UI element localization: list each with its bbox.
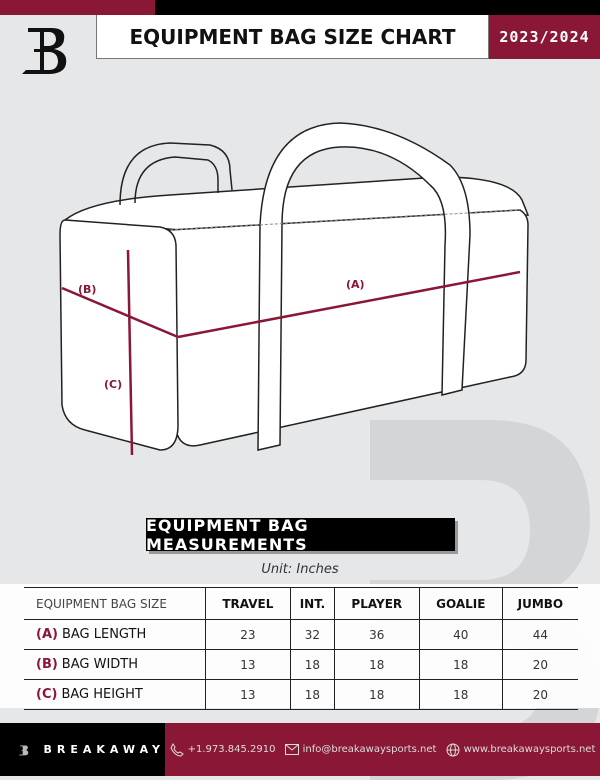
table-cell: 40 <box>418 619 503 650</box>
top-accent-bar <box>0 0 155 15</box>
section-title: EQUIPMENT BAG MEASUREMENTS <box>146 516 455 554</box>
row-tag: (B) <box>36 657 58 672</box>
size-table: EQUIPMENT BAG SIZE TRAVEL INT. PLAYER GO… <box>24 587 578 710</box>
row-label: (A) BAG LENGTH <box>24 619 206 650</box>
table-cell: 13 <box>204 649 292 680</box>
bag-end-panel <box>59 219 179 451</box>
phone-icon <box>170 742 184 757</box>
dimension-label-b: (B) <box>78 283 96 296</box>
bag-handle-front <box>257 122 471 451</box>
footer-website[interactable]: www.breakawaysports.net <box>446 743 596 757</box>
dimension-line-a <box>177 270 521 339</box>
dimension-line-c <box>126 249 134 456</box>
globe-icon <box>446 743 460 756</box>
table-cell: 20 <box>501 649 578 680</box>
footer-brand: BREAKAWAY <box>0 723 165 776</box>
page-title: EQUIPMENT BAG SIZE CHART <box>129 24 456 49</box>
column-header: INT. <box>290 587 335 620</box>
row-label: (B) BAG WIDTH <box>24 649 206 680</box>
table-row: (C) BAG HEIGHT 13 18 18 18 20 <box>24 679 578 710</box>
row-tag: (C) <box>36 687 58 702</box>
page-title-box: EQUIPMENT BAG SIZE CHART <box>96 15 489 59</box>
table-cell: 18 <box>333 649 420 680</box>
table-cell: 18 <box>418 679 503 710</box>
footer-email[interactable]: info@breakawaysports.net <box>284 744 437 755</box>
table-cell: 18 <box>418 649 503 680</box>
table-cell: 18 <box>290 679 335 710</box>
table-cell: 18 <box>333 679 420 710</box>
footer-phone[interactable]: +1.973.845.2910 <box>170 742 276 757</box>
footer-contact: +1.973.845.2910 info@breakawaysports.net… <box>165 723 600 776</box>
email-text: info@breakawaysports.net <box>302 744 437 755</box>
row-label: (C) BAG HEIGHT <box>24 679 206 710</box>
row-label-text: BAG LENGTH <box>61 627 147 642</box>
table-row: (A) BAG LENGTH 23 32 36 40 44 <box>24 619 578 650</box>
table-cell: 32 <box>290 619 335 650</box>
unit-label: Unit: Inches <box>261 562 339 577</box>
dimension-label-a: (A) <box>346 278 365 291</box>
size-table-panel: EQUIPMENT BAG SIZE TRAVEL INT. PLAYER GO… <box>0 584 600 710</box>
row-label-text: BAG WIDTH <box>61 657 139 672</box>
dimension-label-c: (C) <box>104 378 122 391</box>
column-header: TRAVEL <box>204 587 292 620</box>
season-badge: 2023/2024 <box>489 15 600 59</box>
footer-brand-name: BREAKAWAY <box>43 743 165 756</box>
footer-logo-icon <box>18 745 29 755</box>
table-cell: 13 <box>204 679 292 710</box>
dimension-line-b <box>61 286 179 339</box>
table-cell: 36 <box>333 619 420 650</box>
column-header: JUMBO <box>501 587 578 620</box>
table-row: (B) BAG WIDTH 13 18 18 18 20 <box>24 649 578 680</box>
column-header: PLAYER <box>333 587 420 620</box>
top-black-bar <box>155 0 600 15</box>
row-tag: (A) <box>36 627 58 642</box>
website-text: www.breakawaysports.net <box>463 744 596 755</box>
table-cell: 20 <box>501 679 578 710</box>
mail-icon <box>284 744 299 755</box>
bag-handle-back <box>119 142 233 206</box>
row-label-text: BAG HEIGHT <box>61 687 143 702</box>
breakaway-logo-icon <box>22 28 67 74</box>
bag-handle-back-inner <box>134 156 219 204</box>
column-header: GOALIE <box>418 587 503 620</box>
column-header: EQUIPMENT BAG SIZE <box>24 587 206 620</box>
phone-text: +1.973.845.2910 <box>187 744 276 755</box>
table-cell: 18 <box>290 649 335 680</box>
table-cell: 23 <box>204 619 292 650</box>
bag-diagram: (A) (B) (C) <box>59 122 530 456</box>
table-cell: 44 <box>501 619 578 650</box>
table-header-row: EQUIPMENT BAG SIZE TRAVEL INT. PLAYER GO… <box>24 587 578 620</box>
